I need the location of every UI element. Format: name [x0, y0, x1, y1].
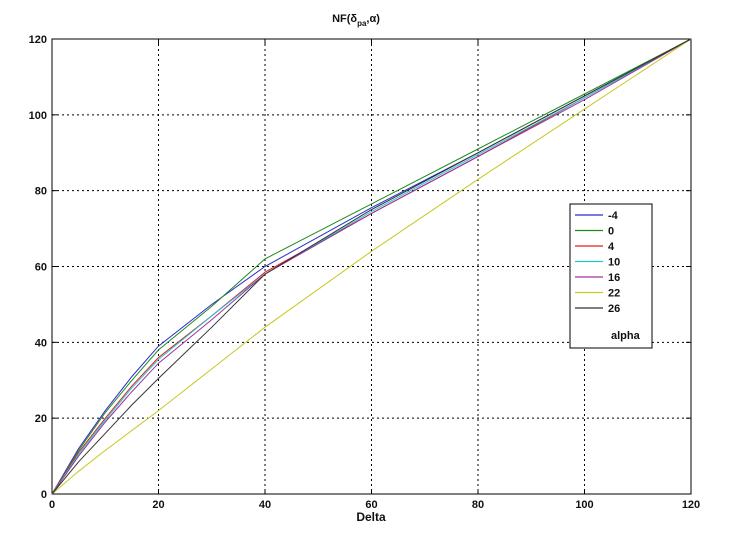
x-tick-label: 40 — [259, 499, 271, 511]
legend-label-16: 16 — [608, 272, 620, 284]
y-tick-label: 0 — [41, 489, 47, 501]
y-tick-label: 20 — [35, 413, 47, 425]
series-line-16 — [51, 38, 692, 495]
x-tick-label: 20 — [152, 499, 164, 511]
x-tick-label: 120 — [682, 499, 700, 511]
x-tick-label: 60 — [365, 499, 377, 511]
legend: -4 0 4 10 16 22 26 alpha — [569, 203, 653, 349]
legend-label-22: 22 — [608, 288, 620, 300]
legend-title: alpha — [611, 330, 641, 342]
x-axis-label: Delta — [356, 510, 386, 524]
series-line-22 — [51, 38, 692, 495]
series-lines — [51, 38, 692, 495]
y-tick-label: 40 — [35, 337, 47, 349]
y-tick-label: 80 — [35, 186, 47, 198]
legend-label-10: 10 — [608, 257, 620, 269]
legend-label-0: 0 — [608, 226, 614, 238]
legend-items: -4 0 4 10 16 22 26 — [575, 210, 620, 315]
grid — [52, 39, 691, 494]
chart-title-subscript: pa — [357, 19, 367, 28]
chart-title-tail: ,α) — [366, 13, 380, 25]
chart-title: NF(δpa,α) — [332, 13, 380, 28]
y-tick-label: 100 — [29, 110, 47, 122]
series-line-0 — [51, 38, 692, 495]
series-line-10 — [51, 38, 692, 495]
legend-label-26: 26 — [608, 303, 620, 315]
legend-label-4: 4 — [608, 241, 615, 253]
series-line-26 — [51, 38, 692, 495]
y-tick-label: 60 — [35, 262, 47, 274]
y-tick-label: 120 — [29, 34, 47, 46]
chart-title-main: NF(δ — [332, 13, 357, 25]
legend-box — [569, 203, 653, 349]
legend-label--4: -4 — [608, 210, 619, 222]
x-tick-label: 80 — [472, 499, 484, 511]
x-tick-label: 100 — [575, 499, 593, 511]
x-tick-label: 0 — [49, 499, 55, 511]
